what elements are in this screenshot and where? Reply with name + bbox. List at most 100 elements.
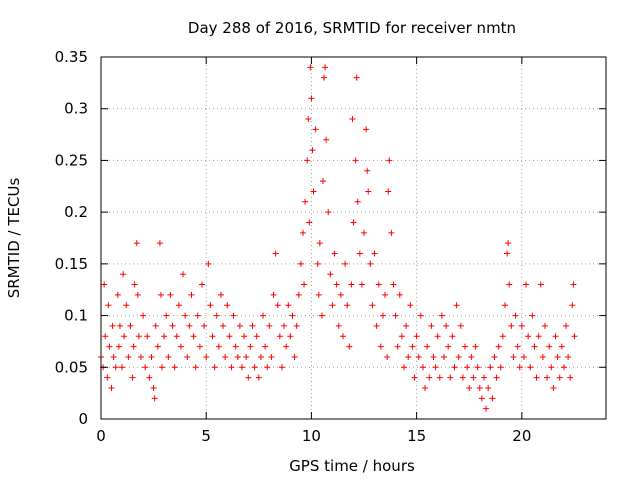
- y-tick-label: 0: [78, 410, 88, 428]
- data-point: [346, 343, 353, 350]
- data-point: [558, 343, 565, 350]
- data-point: [563, 322, 570, 329]
- data-point: [114, 291, 121, 298]
- data-point: [567, 374, 574, 381]
- data-point: [253, 333, 260, 340]
- data-point: [211, 364, 218, 371]
- data-point: [190, 333, 197, 340]
- data-point: [257, 353, 264, 360]
- data-point: [457, 322, 464, 329]
- data-point: [146, 374, 153, 381]
- data-point: [413, 333, 420, 340]
- data-point: [205, 260, 212, 267]
- data-point: [295, 291, 302, 298]
- data-point: [365, 188, 372, 195]
- data-point: [497, 364, 504, 371]
- data-point: [278, 364, 285, 371]
- data-point: [123, 302, 130, 309]
- data-point: [331, 250, 338, 257]
- x-tick-label: 20: [512, 427, 531, 445]
- data-point: [133, 240, 140, 247]
- data-point: [134, 291, 141, 298]
- data-point: [342, 260, 349, 267]
- data-point: [531, 343, 538, 350]
- data-point: [384, 353, 391, 360]
- data-point: [161, 333, 168, 340]
- data-point: [255, 374, 262, 381]
- data-point: [356, 250, 363, 257]
- data-point: [472, 343, 479, 350]
- data-point: [106, 343, 113, 350]
- data-point: [194, 312, 201, 319]
- data-point: [571, 333, 578, 340]
- data-point: [560, 364, 567, 371]
- data-point: [554, 353, 561, 360]
- data-point: [199, 281, 205, 288]
- data-point: [319, 178, 326, 185]
- data-point: [104, 374, 111, 381]
- data-point: [361, 229, 368, 236]
- data-point: [222, 353, 229, 360]
- data-point: [339, 333, 346, 340]
- data-point: [506, 281, 513, 288]
- data-point: [175, 302, 182, 309]
- data-point: [203, 353, 210, 360]
- data-point: [510, 353, 517, 360]
- data-point: [192, 364, 199, 371]
- data-point: [432, 364, 439, 371]
- data-point: [401, 364, 407, 371]
- data-point: [266, 322, 273, 329]
- data-point: [525, 333, 532, 340]
- data-point: [449, 333, 456, 340]
- data-point: [499, 333, 506, 340]
- data-point: [422, 384, 429, 391]
- data-point: [140, 312, 147, 319]
- data-point: [152, 322, 159, 329]
- data-point: [163, 312, 170, 319]
- data-point: [154, 343, 161, 350]
- data-point: [188, 291, 195, 298]
- data-point: [182, 312, 189, 319]
- data-point: [156, 240, 163, 247]
- data-point: [520, 353, 527, 360]
- data-point: [109, 322, 116, 329]
- data-point: [375, 281, 382, 288]
- data-point: [281, 322, 288, 329]
- data-point: [285, 302, 292, 309]
- data-point: [405, 353, 412, 360]
- data-point: [333, 281, 340, 288]
- data-point: [315, 291, 322, 298]
- data-point: [508, 322, 515, 329]
- data-point: [196, 343, 203, 350]
- data-point: [349, 116, 356, 123]
- data-point: [287, 333, 294, 340]
- data-point: [159, 364, 166, 371]
- x-tick-label: 5: [201, 427, 211, 445]
- data-point: [274, 302, 281, 309]
- data-point: [527, 364, 534, 371]
- data-point: [344, 302, 351, 309]
- data-point: [537, 281, 544, 288]
- data-point: [352, 157, 359, 164]
- data-point: [478, 395, 485, 402]
- data-point: [443, 322, 450, 329]
- data-point: [312, 126, 319, 133]
- data-point: [535, 333, 542, 340]
- data-point: [270, 291, 277, 298]
- axis-ticks: 0 5 10 15 20 0 0.05 0.1 0.15 0.2 0.25 0.3 0.35: [55, 48, 606, 445]
- data-point: [108, 384, 115, 391]
- data-point: [424, 343, 431, 350]
- data-point: [364, 167, 371, 174]
- data-point: [392, 312, 399, 319]
- data-point: [184, 353, 191, 360]
- data-point: [102, 333, 109, 340]
- y-tick-label: 0.3: [64, 100, 88, 118]
- data-point: [327, 271, 334, 278]
- data-point: [302, 198, 309, 205]
- data-point: [491, 353, 498, 360]
- data-point: [135, 333, 142, 340]
- data-point: [426, 374, 433, 381]
- data-point: [445, 343, 452, 350]
- plot-frame: [100, 56, 607, 420]
- data-point: [129, 374, 136, 381]
